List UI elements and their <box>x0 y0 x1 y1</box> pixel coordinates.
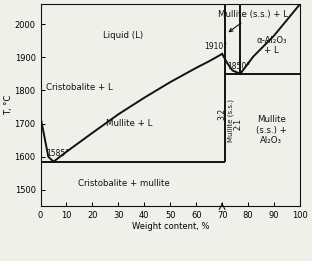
Text: Cristobalite + mullite: Cristobalite + mullite <box>78 179 169 188</box>
Text: Cristobalite + L: Cristobalite + L <box>46 82 113 92</box>
Text: 1910°: 1910° <box>204 42 227 51</box>
Text: Liquid (L): Liquid (L) <box>104 31 144 40</box>
Y-axis label: T, °C: T, °C <box>4 95 13 115</box>
Text: Mullite
(s.s.) +
Al₂O₃: Mullite (s.s.) + Al₂O₃ <box>256 115 287 145</box>
Text: 3:2: 3:2 <box>218 108 227 120</box>
X-axis label: Weight content, %: Weight content, % <box>131 222 209 231</box>
Text: Mullite (s.s.) + L: Mullite (s.s.) + L <box>218 10 288 32</box>
Text: Mullite (s.s.): Mullite (s.s.) <box>228 99 234 142</box>
Text: α-Al₂O₃
+ L: α-Al₂O₃ + L <box>256 36 287 55</box>
Text: 1585°: 1585° <box>46 149 69 158</box>
Text: 2:1: 2:1 <box>233 117 242 129</box>
Text: Mullite + L: Mullite + L <box>105 119 152 128</box>
Text: 1850°: 1850° <box>227 62 251 71</box>
